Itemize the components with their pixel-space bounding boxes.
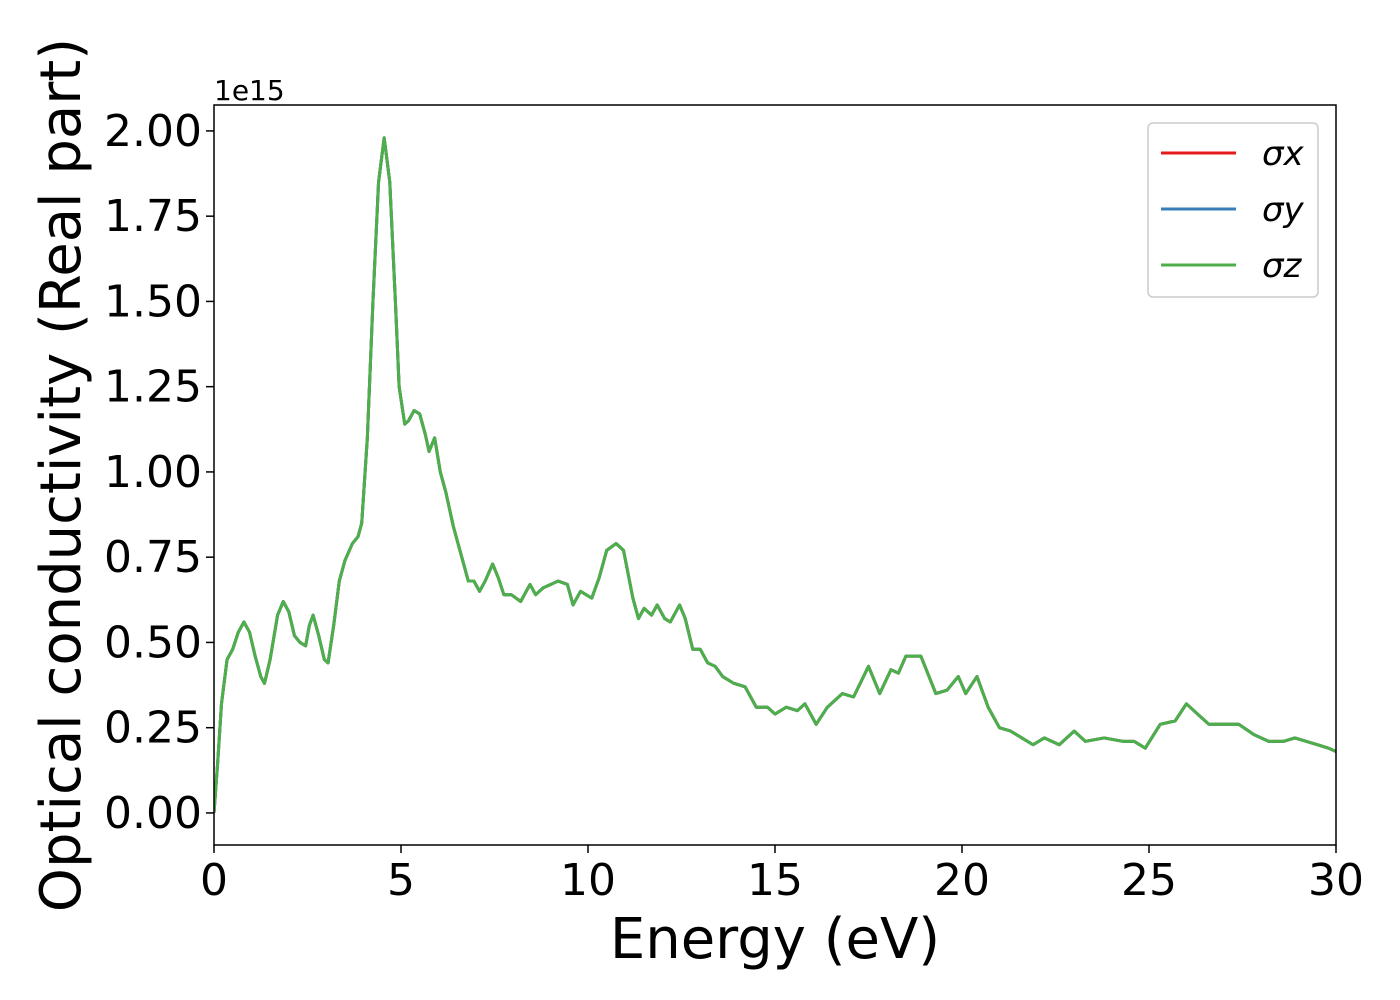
y-tick-label: 1.75 [104,191,202,242]
offset-label: 1e15 [214,74,285,107]
y-tick-label: 1.50 [104,276,202,327]
y-tick-label: 0.50 [104,617,202,668]
legend-label: σz [1262,246,1303,286]
x-tick-label: 25 [1121,855,1177,906]
x-tick-label: 0 [200,855,228,906]
y-tick-label: 1.00 [104,447,202,498]
y-tick-label: 0.75 [104,532,202,583]
y-tick-label: 0.25 [104,703,202,754]
y-tick-label: 1.25 [104,362,202,413]
y-tick-label: 2.00 [104,106,202,157]
series-line [214,136,1336,814]
y-axis-label: Optical conductivity (Real part) [29,38,94,912]
x-tick-label: 15 [747,855,803,906]
x-tick-label: 10 [560,855,616,906]
legend-label: σx [1262,134,1305,174]
x-tick-label: 20 [934,855,990,906]
x-axis-label: Energy (eV) [610,907,940,972]
x-tick-label: 30 [1308,855,1364,906]
y-tick-label: 0.00 [104,788,202,839]
x-tick-label: 5 [387,855,415,906]
legend-label: σy [1262,190,1305,230]
plot-frame [213,104,1337,846]
